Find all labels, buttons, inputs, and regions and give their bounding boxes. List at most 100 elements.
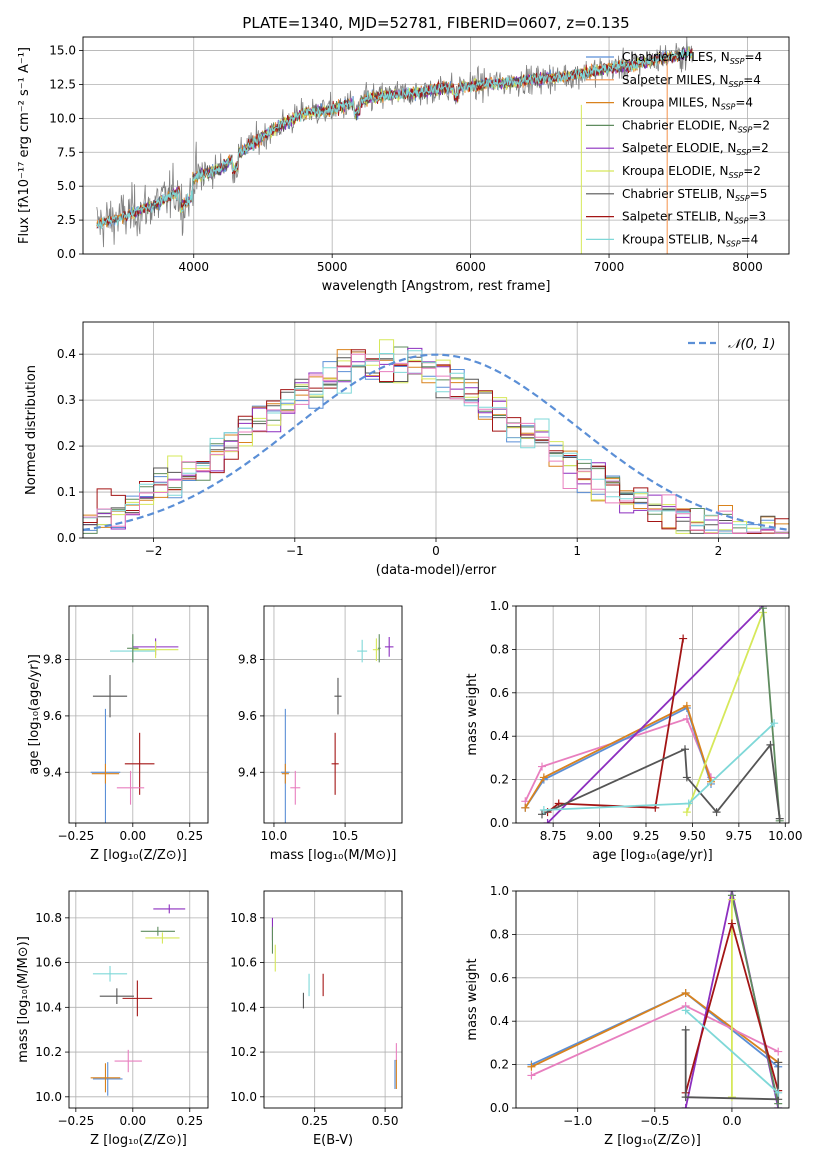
mass_vs_ebv-plot-area bbox=[271, 917, 397, 1089]
weight-marker bbox=[774, 1058, 783, 1067]
y-tick-label: 9.4 bbox=[238, 765, 257, 779]
x-tick-label: 9.50 bbox=[679, 829, 706, 843]
legend-label-suffix: =4 bbox=[741, 232, 759, 246]
x-tick-label: 0 bbox=[432, 544, 440, 558]
x-tick-label: 9.00 bbox=[586, 829, 613, 843]
y-axis-label: Flux [fλ10⁻¹⁷ erg cm⁻² s⁻¹ A⁻¹] bbox=[17, 47, 32, 244]
mass_vs_Z-plot-area bbox=[90, 904, 186, 1096]
y-tick-label: 10.0 bbox=[49, 111, 76, 125]
y-tick-label: 10.6 bbox=[230, 956, 257, 970]
weight-marker bbox=[682, 808, 691, 817]
legend-label: Kroupa ELODIE, NSSP=2 bbox=[622, 164, 761, 180]
y-tick-label: 0.2 bbox=[490, 773, 509, 787]
weight-line-kroupa_elodie bbox=[686, 612, 764, 813]
y-tick-label: 0.8 bbox=[490, 927, 509, 941]
model-spectrum-kroupa_stelib bbox=[96, 49, 693, 229]
x-tick-label: 1 bbox=[573, 544, 581, 558]
age_vs_Z-plot-area bbox=[90, 634, 179, 823]
weight-line-salpeter_elodie bbox=[546, 606, 764, 823]
weight-line-chabrier_stelib bbox=[541, 742, 781, 819]
x-tick-label: 0.00 bbox=[119, 1114, 146, 1128]
x-tick-label: −1.0 bbox=[563, 1114, 592, 1128]
weight-marker bbox=[770, 719, 779, 728]
y-tick-label: 1.0 bbox=[490, 599, 509, 613]
y-tick-label: 0.1 bbox=[57, 485, 76, 499]
y-tick-label: 0.2 bbox=[57, 439, 76, 453]
y-tick-label: 10.4 bbox=[230, 1000, 257, 1014]
x-tick-label: 9.25 bbox=[633, 829, 660, 843]
axes-frame bbox=[515, 605, 790, 824]
weight-marker bbox=[682, 773, 691, 782]
legend-label-suffix: =5 bbox=[750, 187, 768, 201]
weight-marker bbox=[527, 1071, 536, 1080]
x-tick-label: 9.75 bbox=[725, 829, 752, 843]
y-tick-label: 9.8 bbox=[238, 653, 257, 667]
x-axis-label: Z [log₁₀(Z/Z⊙)] bbox=[90, 848, 187, 863]
x-tick-label: 5000 bbox=[317, 260, 348, 274]
legend-label-main: Kroupa STELIB, N bbox=[622, 232, 726, 246]
weight-marker bbox=[682, 701, 691, 710]
figure-title: PLATE=1340, MJD=52781, FIBERID=0607, z=0… bbox=[242, 14, 629, 32]
x-tick-label: 0.0 bbox=[722, 1114, 741, 1128]
weight-marker bbox=[538, 810, 546, 819]
x-tick-label: 8.75 bbox=[540, 829, 567, 843]
y-axis-label: mass [log₁₀(M/M⊙)] bbox=[16, 936, 31, 1063]
legend-label-sub: SSP bbox=[729, 171, 744, 180]
axes-frame bbox=[515, 890, 790, 1109]
legend-label-sub: SSP bbox=[730, 57, 745, 66]
x-tick-label: 0.00 bbox=[119, 829, 146, 843]
x-axis-label: age [log₁₀(age/yr)] bbox=[592, 848, 713, 863]
y-tick-label: 0.4 bbox=[57, 347, 76, 361]
legend-label-sub: SSP bbox=[735, 194, 750, 203]
legend-label: Kroupa STELIB, NSSP=4 bbox=[622, 232, 758, 248]
weight-marker bbox=[681, 1093, 690, 1102]
weight-marker bbox=[727, 1093, 736, 1102]
axes-frame bbox=[68, 605, 209, 824]
axes-frame bbox=[263, 605, 403, 824]
legend-label-sub: SSP bbox=[736, 148, 751, 157]
legend-label: Chabrier MILES, NSSP=4 bbox=[622, 50, 762, 66]
axes-frame bbox=[82, 36, 790, 255]
y-tick-label: 10.8 bbox=[35, 911, 62, 925]
legend-label-sub: SSP bbox=[738, 125, 753, 134]
legend-label-suffix: =2 bbox=[751, 141, 769, 155]
weight-line-kroupa_miles bbox=[524, 704, 712, 809]
residuals-plot-area bbox=[83, 339, 789, 534]
y-tick-label: 0.0 bbox=[490, 1101, 509, 1115]
axes-frame bbox=[68, 890, 209, 1109]
x-tick-label: 0.50 bbox=[372, 1114, 399, 1128]
y-tick-label: 12.5 bbox=[49, 77, 76, 91]
y-tick-label: 10.0 bbox=[35, 1090, 62, 1104]
x-axis-label: mass [log₁₀(M/M⊙)] bbox=[270, 848, 397, 863]
weight-marker bbox=[521, 803, 530, 812]
legend-label-main: Salpeter MILES, N bbox=[622, 73, 729, 87]
x-tick-label: 4000 bbox=[178, 260, 209, 274]
y-tick-label: 1.0 bbox=[490, 884, 509, 898]
weight_vs_Z-plot-area bbox=[527, 891, 783, 1108]
x-axis-label: E(B-V) bbox=[313, 1133, 353, 1148]
residual-histogram-extra_pink bbox=[83, 353, 789, 534]
y-tick-label: 2.5 bbox=[57, 213, 76, 227]
y-axis-label: Normed distribution bbox=[24, 365, 39, 495]
axes-frame bbox=[263, 890, 403, 1109]
legend-label-main: Chabrier STELIB, N bbox=[622, 187, 735, 201]
weight-marker bbox=[774, 1088, 783, 1097]
weight-marker bbox=[681, 1104, 690, 1108]
legend-label: 𝒩(0, 1) bbox=[728, 337, 775, 352]
weight-marker bbox=[766, 740, 775, 749]
y-tick-label: 0.4 bbox=[490, 729, 509, 743]
y-tick-label: 10.4 bbox=[35, 1000, 62, 1014]
axes-frame bbox=[82, 321, 790, 539]
y-axis-label: mass weight bbox=[465, 958, 480, 1040]
y-tick-label: 10.6 bbox=[35, 956, 62, 970]
weight-marker bbox=[712, 808, 721, 817]
x-axis-label: Z [log₁₀(Z/Z⊙)] bbox=[604, 1133, 701, 1148]
weight-marker bbox=[527, 1062, 536, 1071]
legend-label: Kroupa MILES, NSSP=4 bbox=[622, 96, 753, 112]
mass_vs_Z-axes: −0.25 0.00 0.25 10.0 10.2 10.4 10.6 10.8 Z [log₁… bbox=[16, 890, 209, 1148]
legend-label: Salpeter ELODIE, NSSP=2 bbox=[622, 141, 769, 157]
legend-label-main: Salpeter STELIB, N bbox=[622, 210, 734, 224]
weight-marker bbox=[679, 634, 688, 643]
weight-line-kroupa_stelib bbox=[685, 1009, 779, 1094]
